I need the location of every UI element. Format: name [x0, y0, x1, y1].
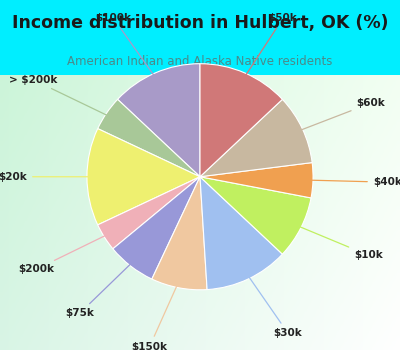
- Text: $150k: $150k: [132, 279, 180, 350]
- Wedge shape: [200, 64, 282, 177]
- Text: $75k: $75k: [65, 259, 136, 318]
- Text: American Indian and Alaska Native residents: American Indian and Alaska Native reside…: [67, 55, 333, 68]
- Wedge shape: [98, 99, 200, 177]
- Wedge shape: [87, 128, 200, 225]
- Wedge shape: [200, 177, 311, 254]
- Text: > $200k: > $200k: [9, 75, 113, 118]
- Text: $100k: $100k: [95, 13, 158, 81]
- Wedge shape: [200, 163, 313, 198]
- Text: $50k: $50k: [242, 13, 298, 81]
- Text: $40k: $40k: [304, 177, 400, 187]
- Text: Income distribution in Hulbert, OK (%): Income distribution in Hulbert, OK (%): [12, 14, 388, 32]
- Wedge shape: [98, 177, 200, 249]
- Wedge shape: [118, 64, 200, 177]
- Wedge shape: [200, 99, 312, 177]
- Wedge shape: [113, 177, 200, 279]
- Text: $60k: $60k: [295, 98, 385, 132]
- Text: $30k: $30k: [245, 271, 302, 338]
- Text: $20k: $20k: [0, 172, 96, 182]
- Wedge shape: [200, 177, 282, 289]
- Wedge shape: [152, 177, 207, 290]
- Text: $10k: $10k: [293, 224, 383, 260]
- Text: $200k: $200k: [18, 232, 112, 274]
